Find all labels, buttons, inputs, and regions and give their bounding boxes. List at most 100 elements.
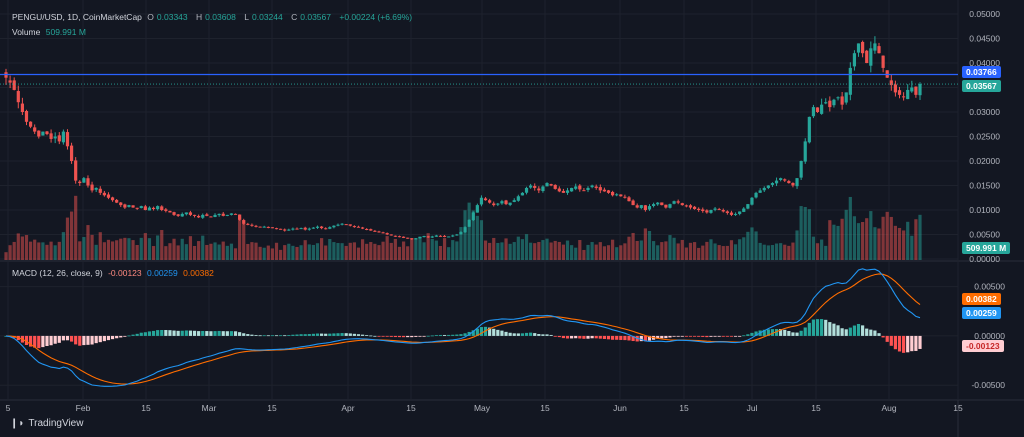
volume-bar xyxy=(537,241,541,260)
candle-body xyxy=(828,100,832,108)
volume-bar xyxy=(647,231,652,260)
x-tick-label: Feb xyxy=(76,403,91,413)
macd-histogram-bar xyxy=(725,335,729,337)
volume-bar xyxy=(192,245,197,260)
macd-histogram-bar xyxy=(713,335,717,337)
macd-histogram-bar xyxy=(848,327,852,336)
macd-histogram-bar xyxy=(168,330,172,336)
macd-histogram-bar xyxy=(69,335,74,342)
candle-body xyxy=(520,192,525,196)
candle-body xyxy=(533,186,537,188)
volume-bar xyxy=(742,237,746,260)
volume-bar xyxy=(856,223,861,260)
volume-bar xyxy=(233,248,238,260)
macd-histogram-bar xyxy=(598,335,602,339)
macd-histogram-bar xyxy=(24,335,29,345)
macd-histogram-bar xyxy=(426,335,430,337)
volume-bar xyxy=(401,241,406,260)
y-tick-label: 0.00000 xyxy=(969,254,1000,264)
tradingview-brand[interactable]: ❙◗ TradingView xyxy=(10,418,83,429)
volume-bar xyxy=(811,236,816,260)
macd-histogram-bar xyxy=(738,335,742,337)
macd-histogram-bar xyxy=(360,334,365,336)
volume-bar xyxy=(434,240,438,260)
candle-body xyxy=(16,91,20,103)
macd-histogram-bar xyxy=(348,333,352,336)
volume-bar xyxy=(455,241,459,260)
candle-body xyxy=(889,80,893,86)
volume-bar xyxy=(184,244,188,260)
macd-histogram-bar xyxy=(570,335,574,339)
macd-histogram-bar xyxy=(906,335,910,353)
x-tick-label: May xyxy=(474,403,491,413)
volume-bar xyxy=(779,243,783,260)
volume-bar xyxy=(201,235,205,260)
volume-bar xyxy=(168,243,172,260)
volume-bar xyxy=(570,245,574,260)
candle-body xyxy=(262,226,266,228)
candle-body xyxy=(582,190,586,192)
macd-histogram-bar xyxy=(869,329,873,336)
macd-legend[interactable]: MACD (12, 26, close, 9) -0.00123 0.00259… xyxy=(12,268,217,278)
volume-bar xyxy=(12,241,16,260)
volume-bar xyxy=(373,243,377,260)
candle-body xyxy=(615,194,619,196)
candle-body xyxy=(701,209,705,211)
volume-bar xyxy=(586,244,590,260)
macd-histogram-bar xyxy=(37,335,41,349)
candle-body xyxy=(611,191,615,196)
volume-bar xyxy=(291,245,295,260)
volume-bar xyxy=(324,245,328,260)
macd-histogram-bar xyxy=(910,335,914,352)
volume-bar xyxy=(176,245,180,260)
volume-bar xyxy=(197,241,201,260)
horizontal-price-line[interactable] xyxy=(0,73,958,85)
macd-histogram-bar xyxy=(86,335,90,345)
candle-body xyxy=(664,204,668,208)
macd-histogram-bar xyxy=(627,335,631,341)
candle-body xyxy=(377,231,381,233)
symbol-title: PENGU/USD, 1D, CoinMarketCap xyxy=(12,12,142,22)
candle-body xyxy=(709,210,713,213)
candle-body xyxy=(197,215,201,218)
candle-body xyxy=(8,80,12,83)
volume-bar xyxy=(762,244,766,260)
macd-histogram-bar xyxy=(877,333,881,336)
volume-bar xyxy=(529,242,533,260)
candle-body xyxy=(209,216,213,218)
volume-bar xyxy=(766,245,770,260)
macd-histogram-bar xyxy=(832,323,836,336)
volume-bar xyxy=(910,235,914,260)
macd-histogram-bar xyxy=(401,335,406,338)
volume-bar xyxy=(82,237,86,260)
candle-body xyxy=(418,236,422,239)
macd-histogram-bar xyxy=(811,319,816,336)
candle-body xyxy=(246,223,250,225)
volume-bar xyxy=(852,216,857,260)
macd-histogram-bar xyxy=(205,331,209,336)
macd-histogram-bar xyxy=(672,335,676,337)
volume-bar xyxy=(246,243,250,260)
volume-legend[interactable]: Volume 509.991 M xyxy=(12,27,89,37)
volume-bar xyxy=(684,247,688,260)
y-tick-label: 0.03000 xyxy=(969,107,1000,117)
candle-body xyxy=(606,190,611,193)
volume-bar xyxy=(319,238,324,260)
y-tick-label: 0.00500 xyxy=(969,230,1000,240)
volume-bar xyxy=(410,239,414,260)
candle-body xyxy=(541,186,545,191)
candle-body xyxy=(57,135,61,142)
candle-body xyxy=(69,145,74,161)
macd-histogram-bar xyxy=(410,335,414,338)
volume-bar xyxy=(65,217,70,260)
macd-histogram-bar xyxy=(721,335,725,337)
candle-body xyxy=(315,226,320,228)
volume-bar xyxy=(709,239,713,260)
volume-bar xyxy=(873,227,877,260)
candle-body xyxy=(102,192,106,196)
volume-bar xyxy=(733,244,738,260)
x-tick-label: 15 xyxy=(811,403,821,413)
candle-body xyxy=(188,212,193,215)
